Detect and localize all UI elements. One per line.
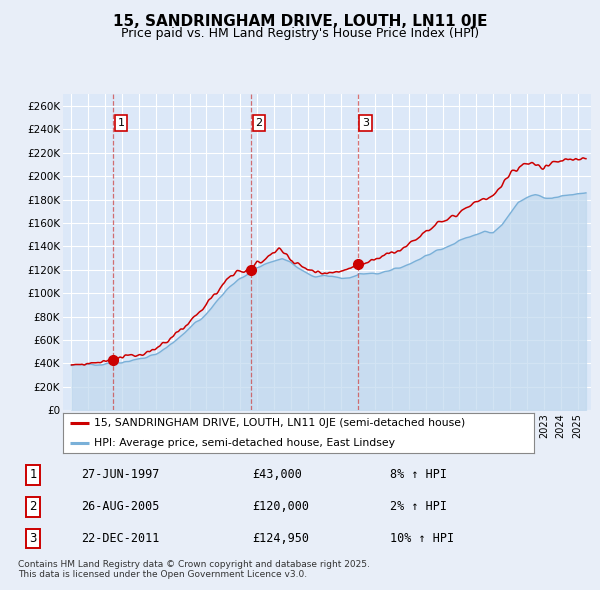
Text: 1: 1 (118, 118, 125, 128)
Text: 26-AUG-2005: 26-AUG-2005 (81, 500, 160, 513)
Text: 2% ↑ HPI: 2% ↑ HPI (390, 500, 447, 513)
Text: £43,000: £43,000 (252, 468, 302, 481)
Text: 8% ↑ HPI: 8% ↑ HPI (390, 468, 447, 481)
Text: 3: 3 (362, 118, 369, 128)
Text: 15, SANDRINGHAM DRIVE, LOUTH, LN11 0JE (semi-detached house): 15, SANDRINGHAM DRIVE, LOUTH, LN11 0JE (… (94, 418, 465, 428)
Text: 22-DEC-2011: 22-DEC-2011 (81, 532, 160, 545)
Text: 2: 2 (256, 118, 262, 128)
Text: Price paid vs. HM Land Registry's House Price Index (HPI): Price paid vs. HM Land Registry's House … (121, 27, 479, 40)
Text: £124,950: £124,950 (252, 532, 309, 545)
Text: 3: 3 (29, 532, 37, 545)
Text: 2: 2 (29, 500, 37, 513)
Text: HPI: Average price, semi-detached house, East Lindsey: HPI: Average price, semi-detached house,… (94, 438, 395, 448)
Text: 10% ↑ HPI: 10% ↑ HPI (390, 532, 454, 545)
Text: 27-JUN-1997: 27-JUN-1997 (81, 468, 160, 481)
Text: Contains HM Land Registry data © Crown copyright and database right 2025.
This d: Contains HM Land Registry data © Crown c… (18, 560, 370, 579)
Text: £120,000: £120,000 (252, 500, 309, 513)
Text: 1: 1 (29, 468, 37, 481)
Text: 15, SANDRINGHAM DRIVE, LOUTH, LN11 0JE: 15, SANDRINGHAM DRIVE, LOUTH, LN11 0JE (113, 14, 487, 29)
